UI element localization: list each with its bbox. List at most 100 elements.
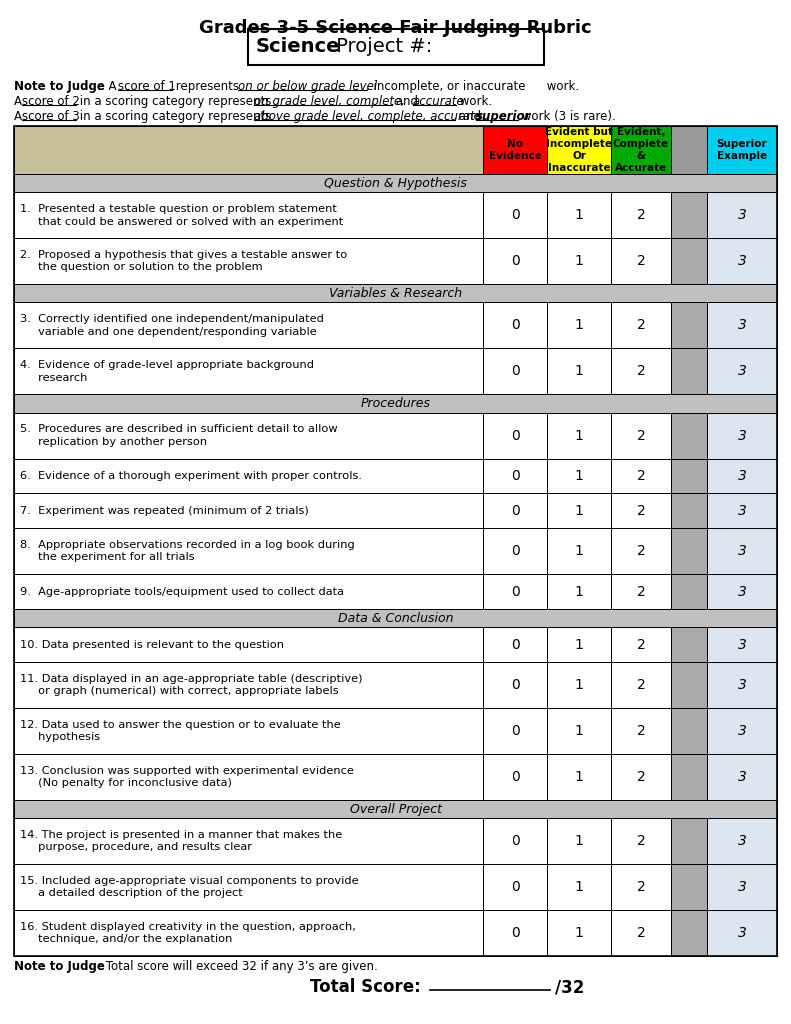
Bar	[671, 910, 707, 956]
Text: score of 1: score of 1	[118, 80, 176, 93]
Text: Science: Science	[256, 38, 340, 56]
Text: Grades 3-5 Science Fair Judging Rubric: Grades 3-5 Science Fair Judging Rubric	[199, 19, 592, 37]
Text: 2: 2	[637, 429, 645, 442]
Bar	[14, 910, 483, 956]
Text: 1: 1	[574, 585, 584, 599]
Bar	[483, 574, 547, 609]
Bar	[483, 709, 547, 754]
Text: score of 3: score of 3	[22, 110, 80, 123]
Bar	[483, 864, 547, 910]
Bar	[707, 348, 777, 394]
Bar	[547, 818, 611, 864]
Text: 0: 0	[511, 585, 520, 599]
Text: Evident but
Incomplete
Or
Inaccurate: Evident but Incomplete Or Inaccurate	[545, 127, 613, 173]
Bar	[547, 126, 611, 174]
Text: 1: 1	[574, 926, 584, 940]
Bar	[611, 910, 671, 956]
Text: 1: 1	[574, 504, 584, 518]
Bar	[671, 239, 707, 284]
Text: 12. Data used to answer the question or to evaluate the
     hypothesis: 12. Data used to answer the question or …	[20, 720, 341, 742]
Bar	[611, 459, 671, 494]
Text: 2: 2	[637, 926, 645, 940]
Text: in a scoring category represents: in a scoring category represents	[76, 95, 275, 108]
Text: /32: /32	[555, 978, 585, 996]
Bar	[483, 910, 547, 956]
Text: 3: 3	[737, 318, 747, 333]
Text: Question & Hypothesis: Question & Hypothesis	[324, 177, 467, 189]
Text: 4.  Evidence of grade-level appropriate background
     research: 4. Evidence of grade-level appropriate b…	[20, 360, 314, 383]
Bar	[547, 528, 611, 574]
Text: superior: superior	[476, 110, 532, 123]
Bar	[671, 574, 707, 609]
Bar	[611, 126, 671, 174]
Bar	[14, 284, 777, 302]
Bar	[14, 174, 777, 193]
Text: 3: 3	[737, 544, 747, 558]
Bar	[671, 348, 707, 394]
Text: 3: 3	[737, 770, 747, 784]
Bar	[14, 754, 483, 800]
Bar	[611, 628, 671, 663]
Text: 2: 2	[637, 881, 645, 894]
Text: 1: 1	[574, 835, 584, 848]
Text: 1: 1	[574, 254, 584, 268]
Text: Project #:: Project #:	[330, 38, 432, 56]
Bar	[14, 459, 483, 494]
Bar	[707, 459, 777, 494]
Bar	[671, 302, 707, 348]
Bar	[483, 193, 547, 239]
Bar	[547, 348, 611, 394]
Bar	[671, 126, 707, 174]
Text: and: and	[392, 95, 422, 108]
Text: 15. Included age-appropriate visual components to provide
     a detailed descri: 15. Included age-appropriate visual comp…	[20, 876, 358, 898]
Bar	[14, 818, 483, 864]
Bar	[14, 413, 483, 459]
Bar	[547, 239, 611, 284]
Bar	[611, 663, 671, 709]
Text: 0: 0	[511, 770, 520, 784]
Bar	[547, 628, 611, 663]
Text: 2: 2	[637, 208, 645, 222]
Text: 2: 2	[637, 585, 645, 599]
Bar	[14, 800, 777, 818]
Text: 0: 0	[511, 638, 520, 652]
Text: 0: 0	[511, 678, 520, 692]
Text: 1: 1	[574, 638, 584, 652]
Text: 6.  Evidence of a thorough experiment with proper controls.: 6. Evidence of a thorough experiment wit…	[20, 471, 362, 481]
Text: score of 2: score of 2	[22, 95, 80, 108]
Text: 3: 3	[737, 585, 747, 599]
Text: 0: 0	[511, 365, 520, 378]
Text: Overall Project: Overall Project	[350, 803, 441, 816]
Text: Data & Conclusion: Data & Conclusion	[338, 611, 453, 625]
Bar	[611, 574, 671, 609]
Text: 1: 1	[574, 208, 584, 222]
Bar	[707, 663, 777, 709]
Bar	[483, 754, 547, 800]
Text: 5.  Procedures are described in sufficient detail to allow
     replication by a: 5. Procedures are described in sufficien…	[20, 424, 338, 446]
Text: 2: 2	[637, 544, 645, 558]
Bar	[483, 459, 547, 494]
Text: 1: 1	[574, 318, 584, 333]
Text: 1: 1	[574, 429, 584, 442]
Text: 1: 1	[574, 678, 584, 692]
Text: 0: 0	[511, 504, 520, 518]
Text: :  A: : A	[97, 80, 120, 93]
Bar	[707, 239, 777, 284]
Bar	[671, 528, 707, 574]
Text: 9.  Age-appropriate tools/equipment used to collect data: 9. Age-appropriate tools/equipment used …	[20, 587, 344, 597]
Bar	[611, 494, 671, 528]
Text: 1: 1	[574, 469, 584, 483]
Bar	[14, 709, 483, 754]
Bar	[707, 302, 777, 348]
Bar	[14, 126, 777, 956]
Bar	[707, 193, 777, 239]
Bar	[671, 193, 707, 239]
Text: Note to Judge: Note to Judge	[14, 961, 105, 973]
Text: 1: 1	[574, 881, 584, 894]
Text: 0: 0	[511, 724, 520, 738]
Text: Procedures: Procedures	[361, 397, 430, 410]
Text: 3: 3	[737, 504, 747, 518]
Bar	[14, 628, 483, 663]
Bar	[547, 459, 611, 494]
Bar	[547, 494, 611, 528]
